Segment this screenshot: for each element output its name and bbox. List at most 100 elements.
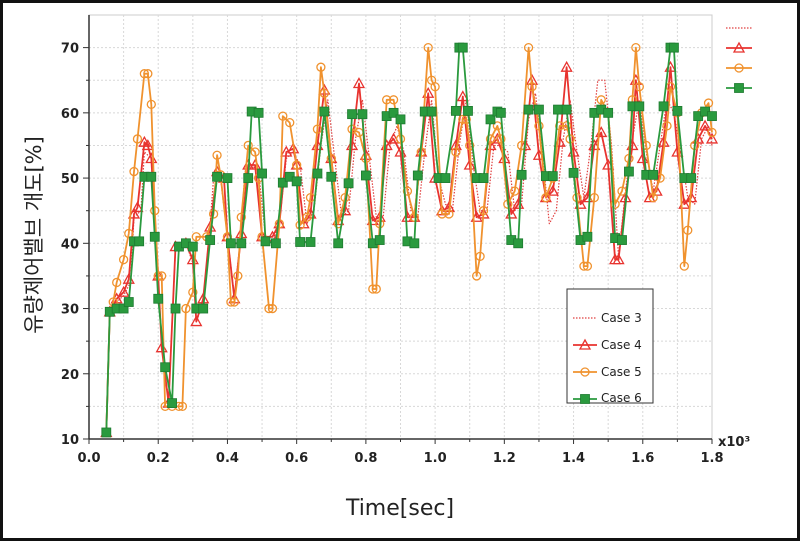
- point-case4: [204, 220, 217, 232]
- point-case5: [132, 134, 143, 144]
- point-case5: [129, 166, 139, 177]
- point-case5: [319, 88, 330, 98]
- point-case5: [430, 82, 440, 92]
- point-case6: [305, 237, 316, 247]
- point-case5: [555, 121, 565, 131]
- y-tick-label: 60: [61, 107, 79, 122]
- point-case6: [277, 177, 288, 188]
- point-case6: [333, 238, 344, 249]
- x-tick-label: 1.4: [562, 451, 585, 466]
- point-case6: [212, 171, 222, 182]
- point-case6: [357, 109, 368, 120]
- point-case6: [123, 297, 134, 307]
- point-case6: [513, 238, 524, 249]
- x-tick-label: 0.0: [77, 451, 100, 466]
- x-multiplier-label: x10³: [718, 435, 750, 450]
- point-case5: [596, 95, 606, 105]
- mini-legend: [726, 27, 752, 93]
- point-case5: [485, 134, 496, 144]
- point-case5: [250, 147, 260, 157]
- point-case6: [603, 107, 614, 118]
- point-case4: [287, 142, 300, 154]
- point-case6: [707, 111, 717, 122]
- point-case5: [707, 127, 717, 138]
- series-case5: [101, 42, 717, 438]
- y-axis-label: 유량제어밸브 개도[%]: [22, 136, 46, 334]
- point-case5: [496, 134, 506, 144]
- point-case6: [440, 173, 451, 183]
- point-case6: [291, 176, 302, 187]
- point-case6: [534, 104, 544, 115]
- point-case5: [409, 212, 419, 222]
- point-case6: [170, 303, 181, 314]
- y-tick-label: 10: [61, 433, 79, 448]
- point-case5: [617, 186, 627, 196]
- point-case6: [658, 101, 669, 112]
- point-case5: [243, 140, 253, 151]
- point-case6: [516, 169, 527, 180]
- point-case4: [456, 90, 469, 102]
- point-case5: [471, 271, 482, 281]
- point-case5: [388, 95, 399, 105]
- point-case5: [285, 117, 295, 128]
- legend-label-case5: Case 5: [601, 365, 642, 379]
- x-axis-label: Time[sec]: [345, 496, 454, 521]
- point-case5: [177, 401, 188, 412]
- point-case4: [643, 191, 656, 203]
- point-case5: [326, 153, 336, 164]
- mini-legend-marker-case6: [734, 83, 744, 93]
- point-case4: [560, 60, 573, 72]
- point-case5: [458, 114, 468, 125]
- point-case4: [131, 201, 144, 213]
- series-group: [100, 42, 719, 438]
- point-case6: [222, 173, 233, 183]
- point-case5: [610, 199, 620, 209]
- point-case6: [686, 173, 697, 183]
- point-case6: [187, 241, 198, 252]
- point-case6: [326, 171, 337, 182]
- point-case6: [553, 104, 563, 115]
- point-case5: [423, 42, 433, 53]
- y-tick-label: 30: [61, 303, 79, 318]
- point-case6: [634, 101, 645, 112]
- point-case4: [190, 315, 203, 327]
- point-case5: [146, 99, 156, 110]
- point-case4: [141, 139, 154, 151]
- x-tick-label: 1.2: [493, 451, 516, 466]
- point-case6: [205, 235, 216, 245]
- point-case5: [534, 121, 544, 131]
- point-case5: [561, 121, 572, 131]
- point-case5: [465, 140, 475, 151]
- point-case5: [648, 192, 658, 203]
- point-case4: [698, 119, 712, 131]
- point-case6: [547, 171, 558, 182]
- x-tick-label: 1.8: [700, 451, 723, 466]
- point-case5: [233, 271, 243, 281]
- point-case6: [669, 42, 679, 53]
- axes: 0.0 0.2 0.4 0.6 0.8 1.0 1.2 1.4 1.6 1.8 10 20 30 40 50…: [61, 15, 724, 466]
- point-case5: [191, 232, 201, 242]
- point-case4: [127, 207, 141, 219]
- point-case6: [495, 107, 506, 118]
- point-case5: [402, 186, 413, 196]
- x-tick-label: 0.4: [216, 451, 239, 466]
- point-case5: [188, 287, 198, 297]
- x-tick-label: 1.6: [631, 451, 654, 466]
- point-case6: [149, 231, 160, 242]
- point-case6: [167, 398, 177, 409]
- point-case5: [437, 209, 447, 219]
- point-case6: [260, 236, 271, 247]
- point-case5: [181, 303, 191, 314]
- point-case6: [523, 104, 534, 115]
- grid: [88, 14, 713, 440]
- point-case6: [463, 105, 473, 116]
- legend-marker-case4: [578, 338, 592, 350]
- x-tick-label: 0.8: [354, 451, 377, 466]
- point-case6: [295, 237, 306, 247]
- point-case6: [624, 166, 634, 177]
- point-case4: [612, 253, 625, 265]
- point-case6: [395, 114, 406, 125]
- point-case6: [226, 238, 236, 249]
- point-case5: [475, 251, 485, 262]
